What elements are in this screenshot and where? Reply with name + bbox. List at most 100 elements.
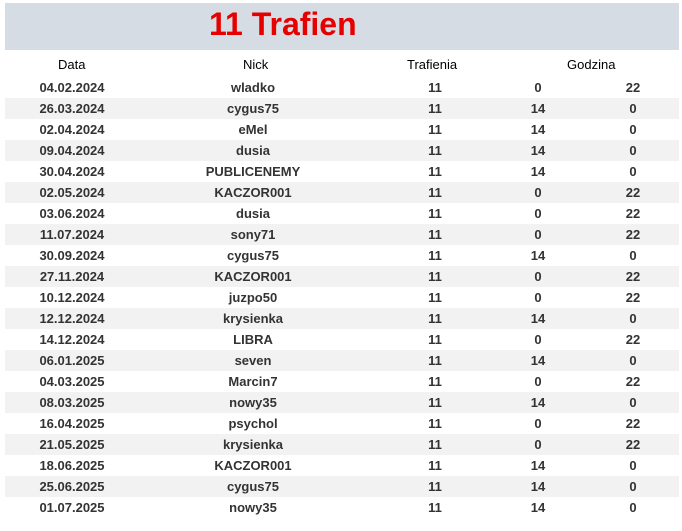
hour-first-cell: 0 bbox=[534, 269, 542, 284]
table-row: 04.03.2025 Marcin7 11 0 22 bbox=[5, 371, 679, 392]
date-cell: 25.06.2025 bbox=[39, 479, 105, 494]
date-cell: 04.02.2024 bbox=[39, 80, 105, 95]
hits-cell: 11 bbox=[428, 248, 442, 263]
hits-cell: 11 bbox=[428, 374, 442, 389]
hits-cell: 11 bbox=[428, 122, 442, 137]
date-cell: 14.12.2024 bbox=[39, 332, 105, 347]
nick-cell: juzpo50 bbox=[228, 290, 278, 305]
nick-cell: LIBRA bbox=[233, 332, 273, 347]
date-cell: 21.05.2025 bbox=[39, 437, 105, 452]
table-row: 12.12.2024 krysienka 11 14 0 bbox=[5, 308, 679, 329]
table-row: 30.04.2024 PUBLICENEMY 11 14 0 bbox=[5, 161, 679, 182]
hour-first-cell: 14 bbox=[530, 311, 546, 326]
hits-cell: 11 bbox=[428, 227, 442, 242]
hits-cell: 11 bbox=[428, 500, 442, 515]
nick-cell: nowy35 bbox=[229, 500, 277, 515]
table-row: 26.03.2024 cygus75 11 14 0 bbox=[5, 98, 679, 119]
hits-cell: 11 bbox=[428, 290, 442, 305]
nick-cell: psychol bbox=[228, 416, 278, 431]
hits-cell: 11 bbox=[428, 311, 442, 326]
hits-cell: 11 bbox=[428, 269, 442, 284]
hits-cell: 11 bbox=[428, 143, 442, 158]
hour-first-cell: 14 bbox=[530, 143, 546, 158]
nick-cell: PUBLICENEMY bbox=[205, 164, 301, 179]
table-row: 11.07.2024 sony71 11 0 22 bbox=[5, 224, 679, 245]
table-row: 03.06.2024 dusia 11 0 22 bbox=[5, 203, 679, 224]
hits-cell: 11 bbox=[428, 185, 442, 200]
date-cell: 30.09.2024 bbox=[39, 248, 105, 263]
table-row: 21.05.2025 krysienka 11 0 22 bbox=[5, 434, 679, 455]
date-cell: 10.12.2024 bbox=[39, 290, 105, 305]
date-cell: 08.03.2025 bbox=[39, 395, 105, 410]
nick-cell: wladko bbox=[230, 80, 276, 95]
table-row: 02.04.2024 eMel 11 14 0 bbox=[5, 119, 679, 140]
hits-cell: 11 bbox=[428, 332, 442, 347]
hour-second-cell: 0 bbox=[629, 101, 637, 116]
hour-second-cell: 22 bbox=[625, 185, 641, 200]
nick-cell: krysienka bbox=[223, 311, 283, 326]
date-cell: 16.04.2025 bbox=[39, 416, 105, 431]
date-cell: 06.01.2025 bbox=[39, 353, 105, 368]
hour-second-cell: 22 bbox=[625, 374, 641, 389]
hour-second-cell: 0 bbox=[629, 479, 637, 494]
hour-second-cell: 0 bbox=[629, 164, 637, 179]
header-trafienia: Trafienia bbox=[407, 57, 458, 72]
nick-cell: KACZOR001 bbox=[214, 185, 292, 200]
nick-cell: KACZOR001 bbox=[214, 458, 292, 473]
hits-cell: 11 bbox=[428, 80, 442, 95]
hour-second-cell: 0 bbox=[629, 395, 637, 410]
table-row: 10.12.2024 juzpo50 11 0 22 bbox=[5, 287, 679, 308]
table-row: 30.09.2024 cygus75 11 14 0 bbox=[5, 245, 679, 266]
hits-cell: 11 bbox=[428, 164, 442, 179]
nick-cell: dusia bbox=[236, 143, 270, 158]
date-cell: 11.07.2024 bbox=[39, 227, 105, 242]
hour-first-cell: 14 bbox=[530, 248, 546, 263]
hits-cell: 11 bbox=[428, 101, 442, 116]
table-row: 09.04.2024 dusia 11 14 0 bbox=[5, 140, 679, 161]
hour-second-cell: 22 bbox=[625, 269, 641, 284]
hour-first-cell: 0 bbox=[534, 332, 542, 347]
table-header: Data Nick Trafienia Godzina bbox=[5, 55, 679, 75]
table-row: 27.11.2024 KACZOR001 11 0 22 bbox=[5, 266, 679, 287]
hits-cell: 11 bbox=[428, 206, 442, 221]
hits-cell: 11 bbox=[428, 395, 442, 410]
hour-second-cell: 22 bbox=[625, 206, 641, 221]
hour-second-cell: 0 bbox=[629, 143, 637, 158]
title-band bbox=[5, 3, 679, 50]
hour-second-cell: 22 bbox=[625, 332, 641, 347]
hour-first-cell: 14 bbox=[530, 353, 546, 368]
hour-second-cell: 0 bbox=[629, 500, 637, 515]
hour-second-cell: 22 bbox=[625, 416, 641, 431]
hits-cell: 11 bbox=[428, 416, 442, 431]
nick-cell: KACZOR001 bbox=[214, 269, 292, 284]
header-data: Data bbox=[58, 57, 86, 72]
nick-cell: Marcin7 bbox=[228, 374, 278, 389]
date-cell: 30.04.2024 bbox=[39, 164, 105, 179]
hour-first-cell: 14 bbox=[530, 101, 546, 116]
date-cell: 18.06.2025 bbox=[39, 458, 105, 473]
hour-first-cell: 14 bbox=[530, 479, 546, 494]
nick-cell: dusia bbox=[236, 206, 270, 221]
hour-second-cell: 0 bbox=[629, 311, 637, 326]
hour-first-cell: 14 bbox=[530, 395, 546, 410]
hour-first-cell: 0 bbox=[534, 437, 542, 452]
date-cell: 02.04.2024 bbox=[39, 122, 105, 137]
hits-cell: 11 bbox=[428, 353, 442, 368]
hour-first-cell: 14 bbox=[530, 164, 546, 179]
nick-cell: cygus75 bbox=[226, 101, 280, 116]
hour-second-cell: 22 bbox=[625, 227, 641, 242]
table-row: 08.03.2025 nowy35 11 14 0 bbox=[5, 392, 679, 413]
nick-cell: cygus75 bbox=[226, 248, 280, 263]
table-row: 04.02.2024 wladko 11 0 22 bbox=[5, 77, 679, 98]
hour-second-cell: 0 bbox=[629, 122, 637, 137]
table-row: 18.06.2025 KACZOR001 11 14 0 bbox=[5, 455, 679, 476]
date-cell: 26.03.2024 bbox=[39, 101, 105, 116]
hour-second-cell: 22 bbox=[625, 437, 641, 452]
table-row: 14.12.2024 LIBRA 11 0 22 bbox=[5, 329, 679, 350]
header-nick: Nick bbox=[243, 57, 269, 72]
hour-first-cell: 0 bbox=[534, 374, 542, 389]
table-row: 01.07.2025 nowy35 11 14 0 bbox=[5, 497, 679, 518]
nick-cell: krysienka bbox=[223, 437, 283, 452]
date-cell: 02.05.2024 bbox=[39, 185, 105, 200]
hour-second-cell: 0 bbox=[629, 353, 637, 368]
